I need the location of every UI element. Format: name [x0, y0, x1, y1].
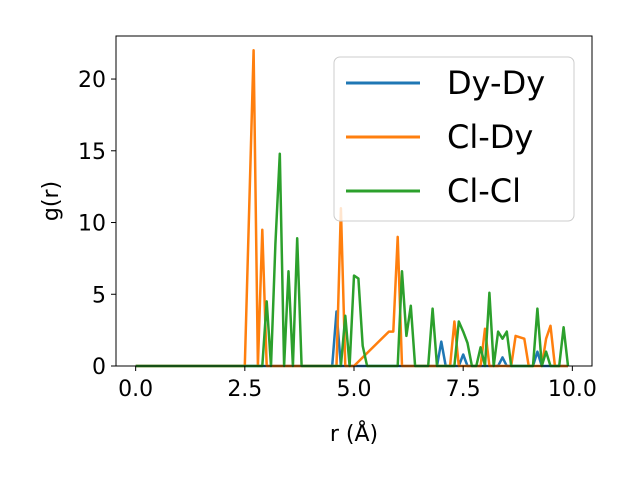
- x-tick-label: 7.5: [446, 377, 481, 402]
- legend-label-dy-dy: Dy-Dy: [447, 64, 545, 102]
- legend-box: [333, 56, 575, 222]
- x-tick-label: 2.5: [227, 377, 262, 402]
- x-axis-label: r (Å): [330, 420, 378, 447]
- x-axis-ticks: 0.0 2.5 5.0 7.5 10.0: [118, 366, 597, 402]
- y-tick-label: 10: [78, 212, 106, 237]
- y-axis-label: g(r): [39, 181, 64, 221]
- y-tick-label: 5: [92, 283, 106, 308]
- y-tick-label: 0: [92, 355, 106, 380]
- legend-label-cl-dy: Cl-Dy: [447, 118, 533, 156]
- legend-label-cl-cl: Cl-Cl: [447, 172, 521, 210]
- x-tick-label: 10.0: [548, 377, 597, 402]
- x-tick-label: 5.0: [337, 377, 372, 402]
- y-tick-label: 15: [78, 140, 106, 165]
- y-tick-label: 20: [78, 68, 106, 93]
- y-axis-ticks: 0 5 10 15 20: [78, 68, 116, 380]
- legend: Dy-Dy Cl-Dy Cl-Cl: [333, 56, 575, 222]
- x-tick-label: 0.0: [118, 377, 153, 402]
